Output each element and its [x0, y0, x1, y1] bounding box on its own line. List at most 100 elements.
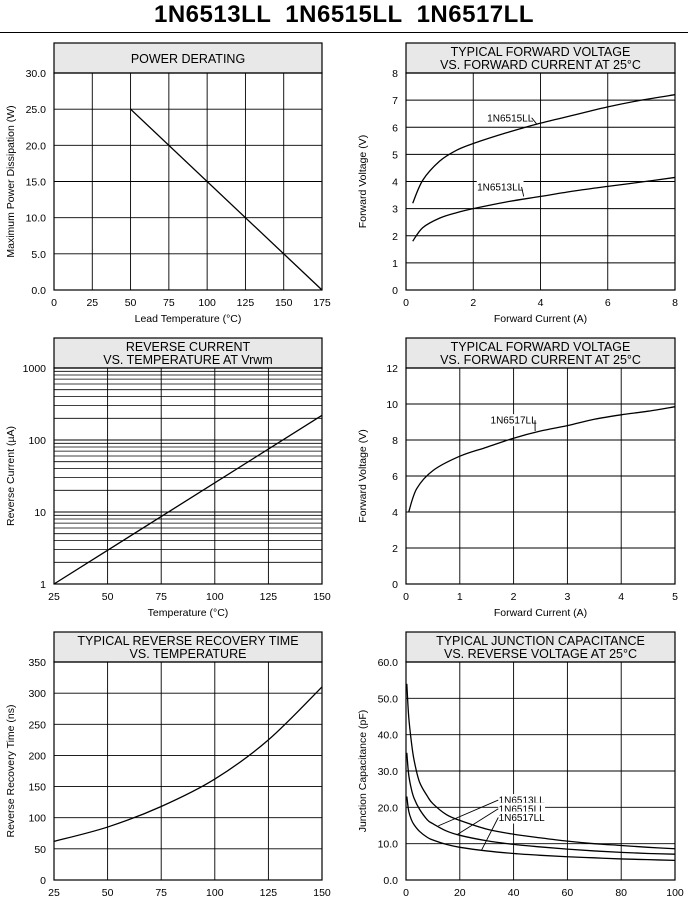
y-tick-label: 6 — [392, 471, 398, 483]
x-tick-label: 40 — [508, 887, 520, 899]
annotation-leader-line — [521, 186, 525, 197]
series-annotation-label: 1N6515LL — [499, 804, 546, 815]
y-tick-label: 10.0 — [26, 213, 47, 225]
y-axis-label: Forward Voltage (V) — [357, 429, 369, 522]
chart-title-box — [405, 337, 676, 369]
plot-frame — [53, 72, 323, 291]
y-tick-label: 25.0 — [26, 104, 47, 116]
x-tick-label: 0 — [51, 297, 57, 309]
y-axis-label: Maximum Power Dissipation (W) — [5, 105, 17, 257]
annotation-label-bg — [490, 414, 537, 427]
x-tick-label: 8 — [672, 297, 678, 309]
x-tick-label: 0 — [403, 297, 409, 309]
series-line-1n6517ll — [406, 796, 676, 862]
x-tick-label: 100 — [206, 887, 224, 899]
chart-title-box — [405, 42, 676, 74]
y-tick-label: 60.0 — [378, 657, 399, 669]
series-line-1n6513ll — [412, 176, 676, 242]
y-tick-label: 4 — [392, 507, 398, 519]
y-tick-label: 6 — [392, 122, 398, 134]
chart-title-text: POWER DERATING — [131, 52, 245, 66]
chart-title-text: REVERSE CURRENT — [126, 340, 251, 354]
x-tick-label: 125 — [237, 297, 255, 309]
x-tick-label: 25 — [48, 887, 60, 899]
x-tick-label: 4 — [538, 297, 544, 309]
x-tick-label: 0 — [403, 591, 409, 603]
x-tick-label: 50 — [102, 887, 114, 899]
x-tick-label: 125 — [260, 887, 278, 899]
page-header: 1N6513LL 1N6515LL 1N6517LL — [0, 0, 688, 33]
y-tick-label: 0 — [40, 875, 46, 887]
y-tick-label: 100 — [28, 813, 46, 825]
y-tick-label: 7 — [392, 95, 398, 107]
x-tick-label: 4 — [618, 591, 624, 603]
x-tick-label: 125 — [260, 591, 278, 603]
series-annotation-label: 1N6517LL — [499, 813, 546, 824]
y-tick-label: 5.0 — [31, 249, 46, 261]
plot-frame — [405, 72, 676, 291]
plot-frame — [53, 367, 323, 585]
x-tick-label: 75 — [155, 887, 167, 899]
y-tick-label: 1000 — [23, 363, 47, 375]
y-tick-label: 300 — [28, 688, 46, 700]
x-tick-label: 100 — [198, 297, 216, 309]
x-tick-label: 150 — [275, 297, 293, 309]
x-tick-label: 50 — [102, 591, 114, 603]
y-tick-label: 40.0 — [378, 730, 399, 742]
y-tick-label: 10.0 — [378, 839, 399, 851]
y-axis-label: Junction Capacitance (pF) — [357, 710, 369, 833]
x-tick-label: 75 — [155, 591, 167, 603]
series-annotation-label: 1N6517LL — [491, 416, 538, 427]
annotation-label-bg — [498, 811, 546, 824]
y-axis-label: Forward Voltage (V) — [357, 135, 369, 228]
series-line-1n6515ll — [406, 752, 676, 855]
x-tick-label: 75 — [163, 297, 175, 309]
series-line — [53, 414, 323, 585]
y-tick-label: 2 — [392, 543, 398, 555]
chart-title-text: TYPICAL FORWARD VOLTAGE — [451, 340, 631, 354]
x-tick-label: 2 — [470, 297, 476, 309]
annotation-label-bg — [476, 180, 524, 193]
y-tick-label: 0.0 — [31, 285, 46, 297]
chart-title-text: VS. FORWARD CURRENT AT 25°C — [440, 353, 641, 367]
series-annotation-label: 1N6513LL — [499, 796, 546, 807]
annotation-leader-line — [456, 808, 499, 835]
chart-title: POWER DERATING — [53, 42, 323, 74]
x-tick-label: 60 — [562, 887, 574, 899]
x-tick-label: 6 — [605, 297, 611, 309]
y-tick-label: 200 — [28, 750, 46, 762]
x-tick-label: 175 — [313, 297, 331, 309]
x-tick-label: 100 — [666, 887, 684, 899]
y-tick-label: 12 — [386, 363, 398, 375]
chart-power-derating: POWER DERATING 0 25 50 75 100 125 150 175 0.0 5.0 1… — [5, 42, 331, 325]
plot-frame — [405, 661, 676, 881]
x-tick-label: 20 — [454, 887, 466, 899]
y-tick-label: 8 — [392, 68, 398, 80]
x-tick-label: 100 — [206, 591, 224, 603]
annotation-label-bg — [486, 111, 534, 124]
x-axis-label: Lead Temperature (°C) — [135, 313, 242, 325]
x-axis-label: Temperature (°C) — [148, 607, 229, 619]
series-annotation-label: 1N6515LL — [487, 113, 534, 124]
chart-title-text: TYPICAL REVERSE RECOVERY TIME — [77, 634, 298, 648]
x-tick-label: 150 — [313, 887, 331, 899]
y-tick-label: 8 — [392, 435, 398, 447]
x-tick-label: 150 — [313, 591, 331, 603]
page-title: 1N6513LL 1N6515LL 1N6517LL — [154, 1, 534, 28]
y-tick-label: 350 — [28, 657, 46, 669]
x-tick-label: 80 — [615, 887, 627, 899]
annotation-leader-line — [480, 817, 499, 851]
y-tick-label: 250 — [28, 719, 46, 731]
y-tick-label: 0 — [392, 579, 398, 591]
series-annotation-label: 1N6513LL — [477, 182, 524, 193]
x-tick-label: 25 — [86, 297, 98, 309]
plot-frame — [405, 367, 676, 585]
y-tick-label: 1 — [40, 579, 46, 591]
y-tick-label: 10 — [386, 399, 398, 411]
y-tick-label: 20.0 — [26, 140, 47, 152]
